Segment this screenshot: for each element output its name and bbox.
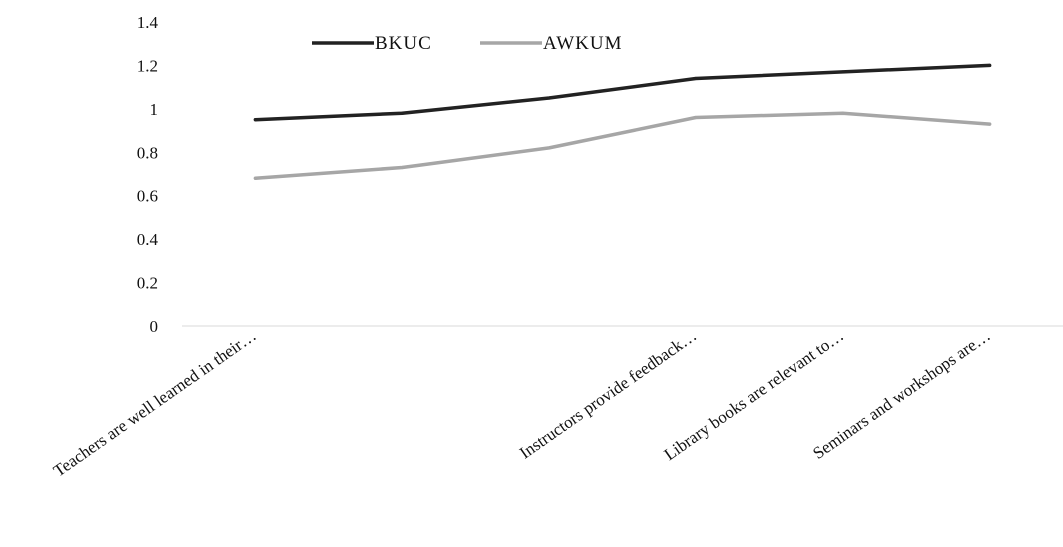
legend: BKUC AWKUM — [312, 33, 622, 54]
data-point-awkum — [254, 177, 257, 180]
data-point-bkuc — [547, 96, 550, 99]
y-tick-label: 1 — [150, 100, 159, 119]
series-line-bkuc — [255, 65, 989, 119]
y-tick-label: 0.8 — [137, 143, 158, 162]
y-tick-label: 0.6 — [137, 187, 158, 206]
data-point-bkuc — [694, 77, 697, 80]
series-group — [254, 64, 991, 180]
x-axis: Teachers are well learned in their… Instr… — [50, 326, 994, 481]
x-tick-label: Teachers are well learned in their… — [50, 326, 260, 481]
data-point-awkum — [694, 116, 697, 119]
y-tick-label: 1.4 — [137, 13, 159, 32]
data-point-awkum — [401, 166, 404, 169]
data-point-awkum — [547, 146, 550, 149]
legend-label-bkuc: BKUC — [375, 33, 432, 54]
legend-label-awkum: AWKUM — [543, 33, 622, 54]
series-line-awkum — [255, 113, 989, 178]
y-tick-label: 0.2 — [137, 274, 158, 293]
data-point-awkum — [988, 122, 991, 125]
y-tick-label: 0.4 — [137, 230, 159, 249]
data-point-awkum — [841, 112, 844, 115]
y-tick-label: 0 — [150, 317, 159, 336]
y-tick-label: 1.2 — [137, 56, 158, 75]
data-point-bkuc — [401, 112, 404, 115]
data-point-bkuc — [841, 70, 844, 73]
y-axis: 0 0.2 0.4 0.6 0.8 1 1.2 1.4 — [137, 13, 159, 336]
data-point-bkuc — [254, 118, 257, 121]
data-point-bkuc — [988, 64, 991, 67]
